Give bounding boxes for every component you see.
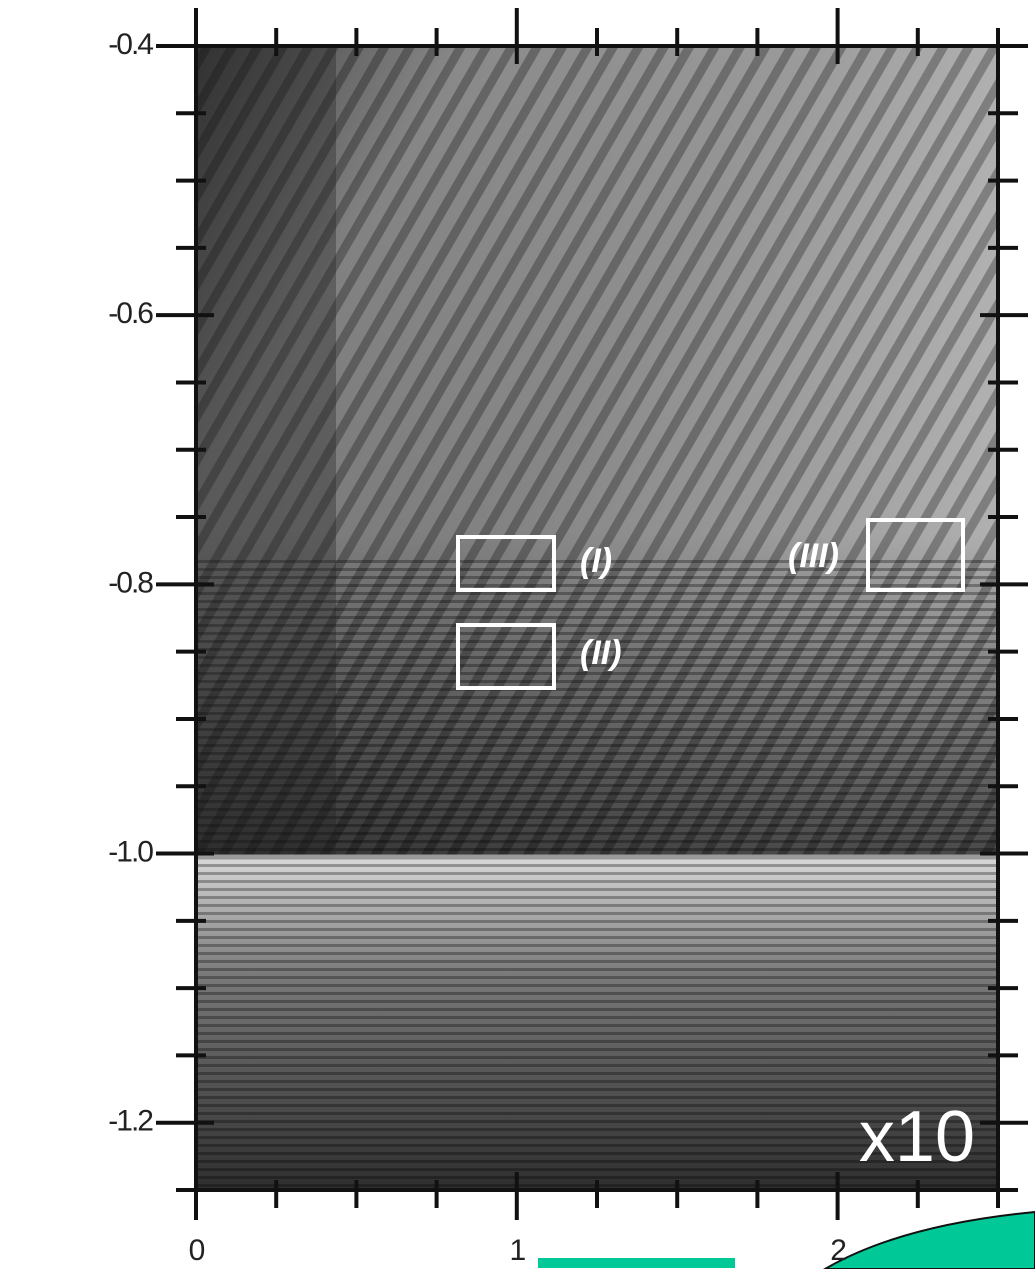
y-tick-label: -1.2 (108, 1105, 153, 1138)
image (196, 46, 998, 1190)
annotation: (II) (580, 634, 622, 672)
y-tick-label: -0.8 (108, 566, 153, 599)
y-tick-label: -0.4 (108, 28, 153, 61)
decoration (821, 1210, 1035, 1270)
y-tick-label: -1.0 (108, 835, 153, 868)
x-tick-label: 0 (189, 1234, 205, 1267)
y-tick-label: -0.6 (108, 297, 153, 330)
decoration (538, 1258, 735, 1268)
annotation: x10 (859, 1097, 975, 1177)
roi-boxes (456, 518, 965, 690)
x-tick-label: 2 (830, 1234, 846, 1267)
x-tick-label: 1 (509, 1234, 525, 1267)
annotation: (I) (580, 542, 612, 580)
annotation: (III) (788, 537, 839, 575)
